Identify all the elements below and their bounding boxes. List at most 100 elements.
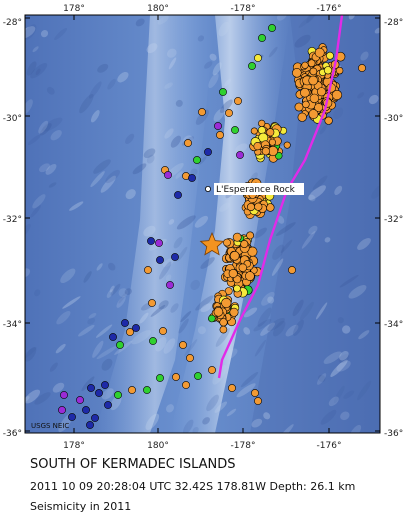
lon-tick-bottom-m176: -176° (317, 441, 342, 451)
seafloor-ripple (339, 350, 349, 361)
seafloor-ripple (114, 340, 133, 356)
seafloor-ripple (55, 343, 66, 354)
earthquake-dot (208, 314, 216, 323)
earthquake-dot (143, 386, 151, 394)
earthquake-dot (164, 171, 172, 179)
lat-tick-left-36: -36° (3, 429, 22, 439)
seafloor-ripple (168, 57, 177, 70)
seafloor-ripple (159, 261, 172, 280)
seafloor-ripple (135, 18, 145, 27)
west-ridge (95, 15, 215, 433)
seafloor-ripple (109, 285, 115, 293)
lon-tick-top-m178: -178° (231, 4, 256, 14)
credit-label: USGS NEIC (31, 422, 69, 430)
seafloor-ripple (81, 376, 95, 392)
earthquake-dot (301, 61, 309, 69)
earthquake-dot (174, 191, 182, 199)
earthquake-dot (101, 381, 109, 389)
seafloor-ripple (253, 319, 272, 332)
earthquake-dot (86, 421, 94, 429)
seafloor-ripple (267, 296, 275, 304)
lon-tick-bottom-m178: -178° (231, 441, 256, 451)
seafloor-ripple (50, 130, 62, 141)
seafloor-ripple (96, 263, 103, 271)
seafloor-ripple (25, 389, 41, 404)
seafloor-ripple (267, 317, 285, 332)
seafloor-ripple (45, 163, 57, 175)
seafloor-ripple (348, 15, 356, 20)
seafloor-ripple (145, 413, 160, 430)
map-subtitle: Seismicity in 2011 (30, 500, 132, 513)
seafloor-ripple (38, 120, 49, 134)
seafloor-ripple (243, 307, 258, 318)
earthquake-dot (300, 87, 310, 98)
seafloor-ripple (243, 327, 251, 335)
seafloor-ripple (200, 257, 215, 269)
earthquake-dot (228, 384, 236, 392)
seafloor-ripple (32, 194, 46, 209)
earthquake-dot (159, 327, 167, 335)
seafloor-ripple (110, 283, 121, 296)
earthquake-dot (223, 238, 231, 247)
earthquake-dot (234, 97, 242, 105)
earthquake-dot (193, 156, 201, 164)
lat-tick-right-32: -32° (384, 215, 403, 225)
seafloor-ripple (200, 303, 213, 313)
seafloor-ripple (143, 225, 156, 237)
seafloor-ripple (131, 330, 152, 345)
place-label: L'Esperance Rock (216, 185, 296, 195)
map-frame (24, 14, 381, 434)
earthquake-dot (109, 333, 117, 341)
seafloor-ripple (190, 168, 198, 176)
lat-tick-right-28: -28° (384, 18, 403, 28)
seafloor-ripple (118, 288, 128, 298)
seafloor-ripple (226, 408, 237, 417)
seafloor-ripple (320, 409, 337, 425)
seafloor-ripple (168, 219, 175, 225)
seafloor-ripple (155, 336, 167, 352)
earthquake-dot (308, 75, 319, 86)
lon-tick-bottom-178: 178° (63, 441, 85, 451)
lat-tick-left-28: -28° (3, 18, 22, 28)
east-bathymetry (250, 15, 380, 433)
earthquake-dot (229, 307, 239, 317)
seafloor-ripple (301, 231, 316, 249)
seafloor-ripple (194, 215, 209, 228)
seafloor-ripple (146, 43, 158, 54)
earthquake-dot (326, 51, 334, 60)
seafloor-ripple (357, 92, 365, 99)
lat-tick-left-30: -30° (3, 114, 22, 124)
earthquake-dot (324, 116, 333, 125)
seafloor-ripple (272, 320, 286, 337)
seafloor-ripple (312, 175, 328, 190)
seafloor-ripple (235, 143, 248, 153)
seafloor-ripple (27, 134, 41, 146)
earthquake-dot (186, 354, 194, 362)
earthquake-dot (95, 389, 103, 397)
seafloor-ripple (257, 307, 272, 327)
seafloor-ripple (180, 310, 192, 323)
seafloor-ripple (197, 35, 205, 42)
seafloor-ripple (56, 310, 71, 325)
seafloor-ripple (54, 27, 67, 41)
earthquake-dot (104, 401, 112, 409)
seafloor-ripple (93, 159, 111, 174)
seafloor-ripple (105, 169, 120, 184)
seafloor-ripple (100, 175, 116, 193)
lat-tick-right-36: -36° (384, 429, 403, 439)
seafloor-ripple (219, 202, 231, 212)
seafloor-ripple (175, 99, 183, 107)
seafloor-ripple (178, 318, 189, 334)
seafloor-ripple (101, 358, 113, 371)
seafloor-ripple (117, 71, 129, 83)
lon-labels-bottom: 178° 180° -178° -176° (63, 441, 341, 451)
seafloor-ripple (298, 15, 317, 28)
seafloor-ripple (90, 171, 105, 188)
seafloor-ripple (212, 62, 222, 76)
seafloor-ripple (348, 285, 367, 299)
seafloor-ripple (173, 237, 183, 249)
seafloor-ripple (90, 110, 100, 123)
seafloor-ripple (25, 396, 30, 404)
seafloor-ripple (268, 46, 278, 58)
seafloor-ripple (48, 182, 57, 188)
